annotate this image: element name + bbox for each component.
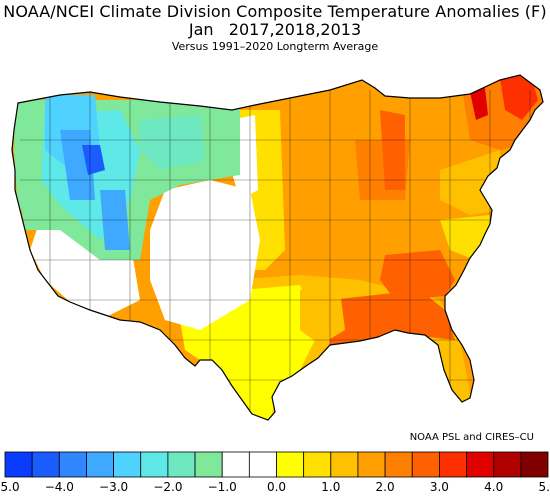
michigan-lower-region [380,110,405,190]
legend-swatch [384,451,413,478]
mid-atlantic-coast-region [440,215,490,258]
legend-tick-label: −4.0 [45,480,74,494]
legend-swatch [520,451,549,478]
utah-coldest-region [82,145,105,175]
map-title: NOAA/NCEI Climate Division Composite Tem… [3,2,547,21]
legend-tick-label: 1.0 [321,480,340,494]
legend-swatch [248,451,277,478]
legend-swatch [330,451,359,478]
map-subtitle-baseline: Versus 1991–2020 Longterm Average [171,40,379,53]
legend-swatch [438,451,467,478]
legend-swatch [4,451,33,478]
southern-rockies-neutral-region [150,180,260,330]
legend-swatch [167,451,196,478]
west-coast-region [14,100,45,210]
legend-swatch [113,451,142,478]
northern-maine-region [500,75,538,120]
legend-swatch [194,451,223,478]
legend-tick-label: 4.0 [484,480,503,494]
legend-swatch [303,451,332,478]
georgia-carolinas-region [380,250,455,300]
legend-swatch [357,451,386,478]
legend-swatch [221,451,250,478]
legend-swatch [493,451,522,478]
map-subtitle-period: Jan 2017,2018,2013 [188,20,362,39]
legend-tick-label: 3.0 [430,480,449,494]
legend-tick-label: −5.0 [0,480,20,494]
northern-new-york-region [470,88,488,120]
wyoming-region [140,115,210,170]
legend-swatch [31,451,60,478]
legend-tick-label: −1.0 [208,480,237,494]
legend-tick-label: 2.0 [376,480,395,494]
legend-swatch [140,451,169,478]
legend-swatch [411,451,440,478]
us-outline [11,74,544,421]
legend-tick-label: 0.0 [267,480,286,494]
legend-swatch [466,451,495,478]
legend-tick-label: −3.0 [99,480,128,494]
legend-tick-label: −2.0 [153,480,182,494]
texas-east-region [300,290,345,345]
deep-south-region [330,290,455,345]
legend-tick-label: 5.0 [538,480,550,494]
legend-swatch [276,451,305,478]
legend-swatch [86,451,114,478]
credit-text: NOAA PSL and CIRES–CU [409,432,534,443]
legend-swatch [58,451,87,478]
